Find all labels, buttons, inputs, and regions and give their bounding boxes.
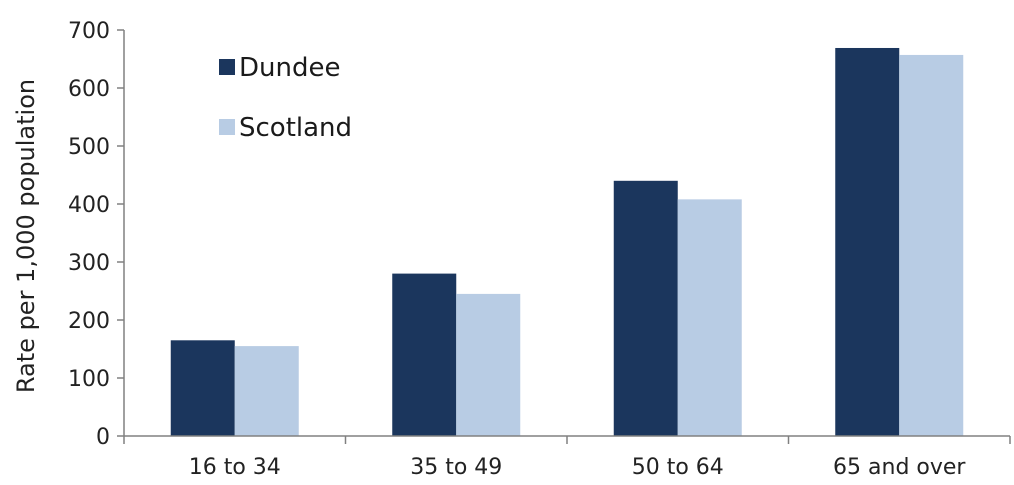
bar-dundee-2 [392,273,457,436]
bar-scotland-3 [677,199,742,436]
bar-dundee-1 [170,340,235,436]
y-axis-title: Rate per 1,000 population [12,79,40,393]
legend-swatch-dundee [219,59,235,75]
bar-dundee-3 [613,180,678,436]
legend-swatch-scotland [219,119,235,135]
legend-label-dundee: Dundee [239,53,340,83]
y-axis: 0 100 200 300 400 500 600 700 [68,19,125,450]
y-tick-label: 700 [68,19,110,44]
y-tick-label: 200 [68,309,110,334]
legend: Dundee Scotland [219,53,352,143]
legend-label-scotland: Scotland [239,113,352,143]
y-tick-label: 400 [68,193,110,218]
y-tick-label: 600 [68,77,110,102]
x-tick-label: 50 to 64 [632,455,724,480]
y-tick-label: 500 [68,135,110,160]
y-tick-label: 300 [68,251,110,276]
y-tick-label: 100 [68,367,110,392]
x-tick-label: 65 and over [833,455,966,480]
bar-dundee-4 [835,47,900,436]
y-tick-label: 0 [96,425,110,450]
x-tick-label: 35 to 49 [410,455,502,480]
bar-scotland-2 [456,293,521,436]
x-axis: 16 to 34 35 to 49 50 to 64 65 and over [123,435,1011,480]
bar-scotland-1 [234,346,299,436]
x-tick-label: 16 to 34 [189,455,281,480]
bars [170,47,964,436]
bar-scotland-4 [899,54,964,436]
